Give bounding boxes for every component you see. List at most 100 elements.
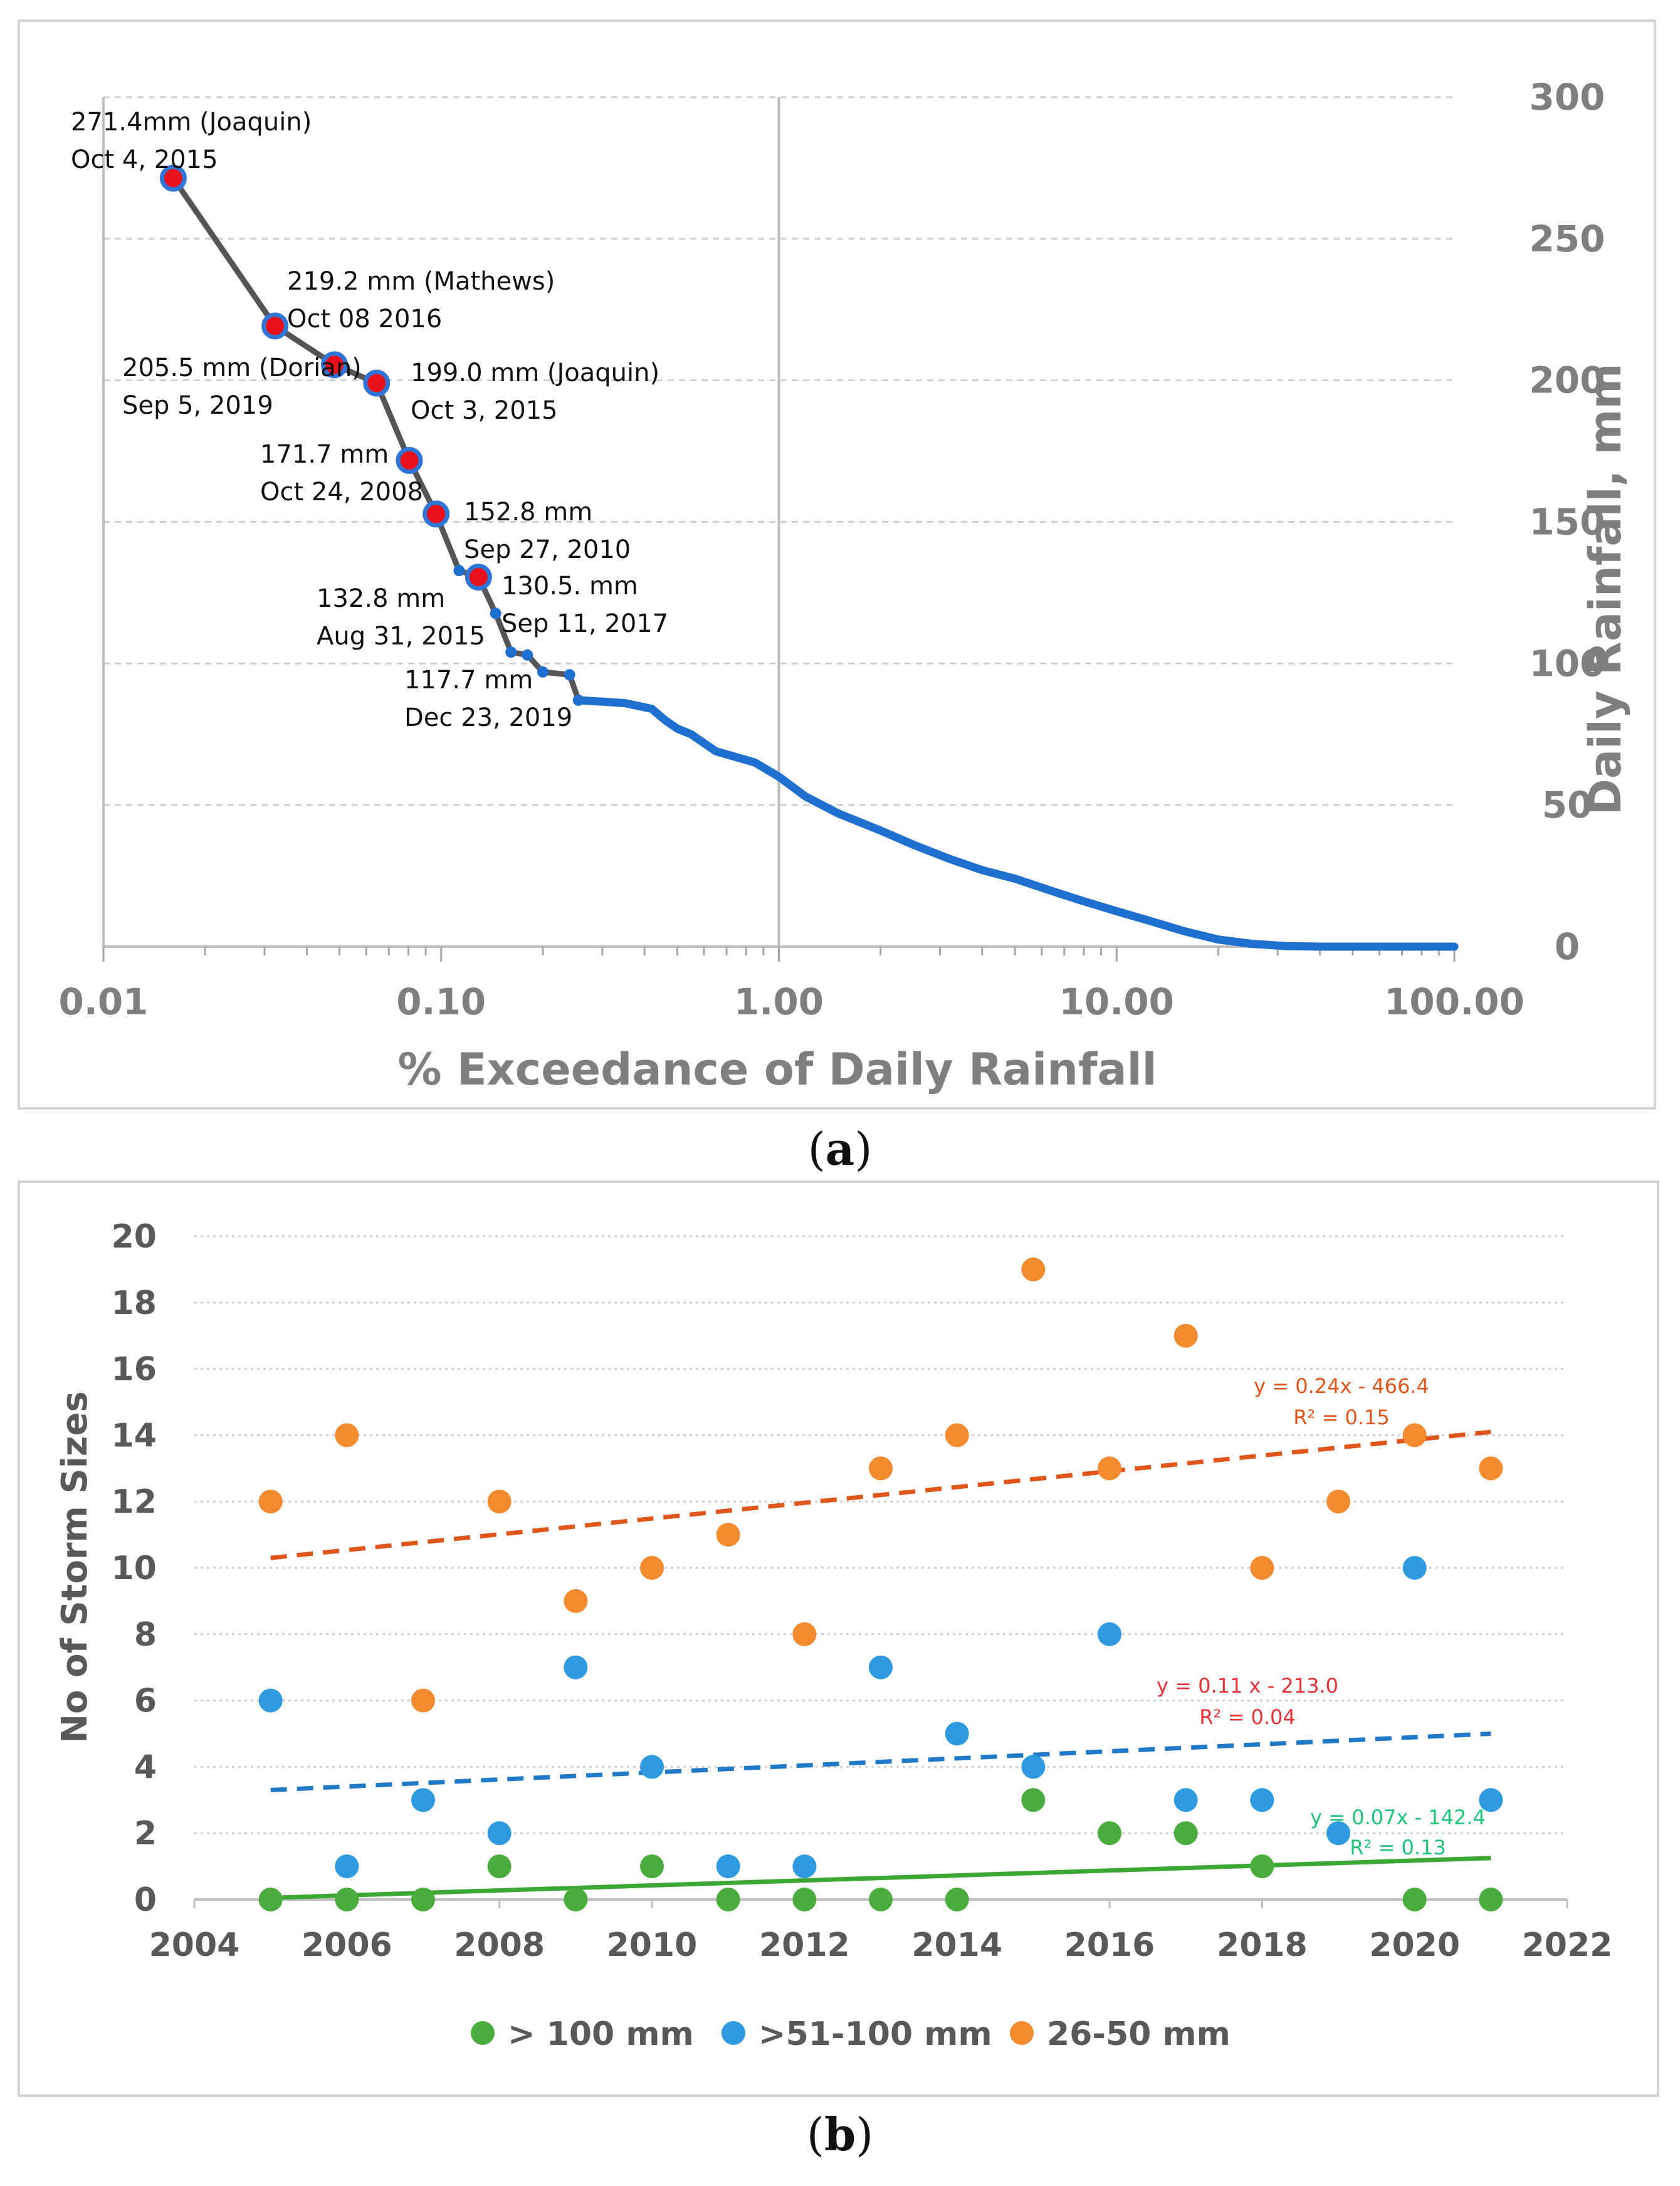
panel-a-series-line [574, 696, 1459, 951]
panel-b-data-point [1479, 1888, 1503, 1911]
panel-b-data-point [564, 1888, 588, 1911]
panel-a-annotation-value: 152.8 mm [464, 498, 592, 527]
panel-b-data-point [792, 1888, 817, 1911]
panel-b-data-point [1098, 1456, 1121, 1481]
panel-b-data-point [411, 1688, 435, 1713]
panel-b-y-tick-label: 8 [134, 1616, 157, 1654]
panel-b-data-point [945, 1888, 969, 1911]
panel-a-y-tick-label: 100 [1529, 642, 1605, 685]
panel-a-annotation-value: 199.0 mm (Joaquin) [411, 359, 659, 387]
panel-b-x-tick-label: 2020 [1369, 1926, 1460, 1964]
panel-a-annotation-date: Sep 27, 2010 [464, 535, 631, 564]
panel-b-data-point [1021, 1257, 1046, 1281]
panel-b-legend-marker [471, 2021, 495, 2045]
panel-b-data-point [487, 1490, 512, 1514]
panel-b-label: (b) [807, 2108, 874, 2161]
panel-b-y-tick-label: 0 [134, 1881, 157, 1919]
panel-a-data-point [522, 649, 533, 661]
panel-b-trendline-equation: y = 0.07x - 142.4 [1310, 1805, 1486, 1829]
panel-a-x-axis-title: % Exceedance of Daily Rainfall [397, 1044, 1157, 1095]
panel-b-data-point [869, 1456, 893, 1481]
panel-a-chart: 0 50 100 150 200 250 300 0.01 0.10 1.00 10.00 100.0… [18, 19, 1656, 1110]
panel-a-x-tick-label: 10.00 [1059, 980, 1174, 1023]
panel-b-data-point [1021, 1755, 1046, 1779]
panel-b-legend-label: 26-50 mm [1047, 2015, 1231, 2053]
panel-b-trendline [270, 1429, 1491, 1560]
panel-b-data-point [716, 1854, 740, 1879]
panel-a-annotation-value: 271.4mm (Joaquin) [71, 108, 312, 137]
panel-a-x-tick-label: 0.10 [396, 980, 486, 1023]
panel-a-y-tick-label: 250 [1529, 218, 1605, 260]
panel-b-data-point [258, 1688, 283, 1713]
panel-b-legend-marker [722, 2021, 745, 2045]
panel-b-trendline [270, 1731, 1491, 1792]
panel-b-y-axis-title: No of Storm Sizes [55, 1391, 95, 1743]
panel-a-highlight-marker [396, 446, 423, 474]
panel-a-y-axis-title: Daily Rainfall, mm [1580, 364, 1631, 816]
panel-b-data-point [640, 1556, 664, 1580]
panel-b-data-point [258, 1490, 283, 1514]
panel-b-data-point [1173, 1323, 1198, 1348]
panel-b-x-tick-label: 2012 [759, 1926, 850, 1964]
panel-b-data-point [564, 1589, 588, 1613]
panel-b-data-point [1479, 1456, 1503, 1481]
panel-a-data-point [453, 565, 465, 577]
panel-b-x-tick-label: 2022 [1522, 1926, 1613, 1964]
panel-b-data-point [1402, 1423, 1427, 1448]
panel-b-chart: 0 2 4 6 8 10 12 14 16 18 20 2004 2006 2008 2010 2012 201… [18, 1180, 1659, 2097]
panel-a-annotation-value: 130.5. mm [501, 572, 638, 601]
panel-b-data-point [869, 1655, 893, 1679]
panel-a-annotation-date: Oct 08 2016 [287, 305, 442, 334]
panel-b-x-tick-label: 2006 [302, 1926, 392, 1964]
panel-a-y-tick-label: 50 [1542, 784, 1593, 826]
panel-b-data-point [411, 1888, 435, 1911]
panel-b-data-point [640, 1854, 664, 1879]
panel-b-legend-label: >51-100 mm [759, 2015, 992, 2053]
panel-a-highlight-marker [159, 164, 187, 192]
panel-b-data-point [487, 1854, 512, 1879]
panel-b-data-point [1479, 1788, 1503, 1812]
panel-b-y-tick-label: 10 [112, 1550, 157, 1587]
panel-a-highlight-marker [363, 369, 391, 397]
panel-b-data-point [1173, 1788, 1198, 1812]
panel-b-data-point [564, 1655, 588, 1679]
panel-b-y-tick-label: 14 [112, 1417, 157, 1454]
panel-b-y-tick-label: 16 [112, 1351, 157, 1389]
panel-a-annotation-value: 132.8 mm [317, 584, 445, 613]
panel-a-data-point [572, 695, 584, 707]
panel-b-data-point [869, 1888, 893, 1911]
panel-a-annotation-date: Oct 24, 2008 [260, 478, 423, 507]
panel-a-y-tick-label: 150 [1529, 501, 1605, 544]
panel-a-y-tick-label: 300 [1529, 76, 1605, 118]
panel-b-trendline-r2: R² = 0.13 [1350, 1836, 1446, 1859]
panel-b-data-point [716, 1523, 740, 1547]
panel-a-data-point [490, 607, 501, 619]
panel-a-highlight-marker [465, 564, 492, 591]
panel-b-data-point [487, 1821, 512, 1846]
panel-b-y-tick-label: 4 [134, 1748, 157, 1786]
panel-b-data-point [335, 1423, 359, 1448]
panel-b-data-point [1326, 1490, 1350, 1514]
panel-b-data-point [335, 1888, 359, 1911]
panel-b-y-tick-label: 2 [134, 1815, 157, 1852]
panel-b-x-tick-label: 2018 [1217, 1926, 1308, 1964]
panel-b-data-point [1250, 1788, 1274, 1812]
panel-b-data-point [335, 1854, 359, 1879]
panel-a-y-tick-label: 200 [1529, 359, 1605, 402]
panel-a-data-point [537, 666, 549, 678]
panel-b-data-point [1250, 1854, 1274, 1879]
panel-b-legend-label: > 100 mm [508, 2015, 694, 2053]
panel-b-x-tick-label: 2010 [607, 1926, 698, 1964]
panel-a-data-point [564, 669, 575, 681]
panel-a-annotation-date: Sep 5, 2019 [122, 391, 273, 420]
panel-b-trendline-equation: y = 0.11 x - 213.0 [1157, 1674, 1338, 1698]
panel-b-trendline-r2: R² = 0.15 [1293, 1406, 1389, 1429]
panel-b-data-point [258, 1888, 283, 1911]
panel-b-data-point [1402, 1888, 1427, 1911]
panel-b-data-point [1250, 1556, 1274, 1580]
panel-b-trendline-equation: y = 0.24x - 466.4 [1254, 1374, 1429, 1398]
panel-b-data-point [1098, 1821, 1121, 1846]
panel-a-annotation-value: 117.7 mm [404, 666, 533, 695]
panel-b-data-point [1402, 1556, 1427, 1580]
